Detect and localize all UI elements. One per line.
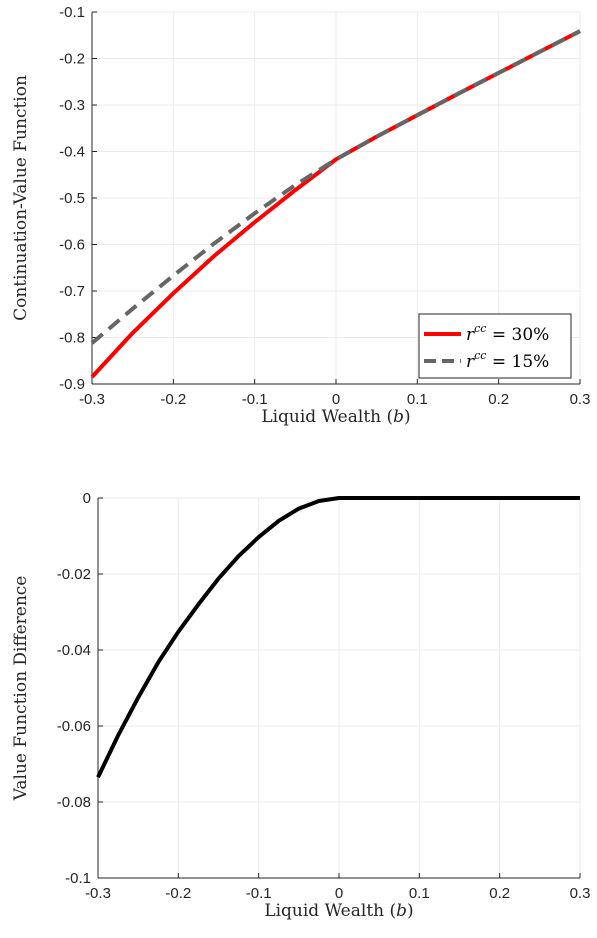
x-tick-label: -0.1 [242, 391, 268, 408]
y-axis-title: Continuation-Value Function [11, 75, 31, 321]
x-axis-title-text: Liquid Wealth [264, 901, 384, 921]
x-axis-variable: b [396, 901, 407, 921]
x-tick-label: -0.1 [246, 885, 272, 902]
x-tick-label: 0.3 [570, 885, 591, 902]
x-tick-label: 0.3 [570, 391, 591, 408]
y-tick-label: -0.2 [59, 51, 85, 68]
legend-label-superscript: cc [474, 349, 486, 362]
legend: rcc = 30%rcc = 15% [418, 313, 572, 379]
legend-label-2: rcc = 15% [466, 349, 549, 372]
x-tick-label: -0.3 [79, 391, 105, 408]
y-tick-label: -0.1 [59, 4, 85, 21]
x-axis-title-text: Liquid Wealth [261, 407, 381, 427]
x-tick-label: -0.2 [165, 885, 191, 902]
chart2-series-1-line [96, 496, 580, 779]
y-tick-label: -0.5 [59, 190, 85, 207]
x-axis-title-paren-close: ) [404, 407, 411, 427]
x-axis-title: Liquid Wealth (b) [261, 407, 410, 427]
y-tick-label: -0.7 [59, 283, 85, 300]
y-axis-title: Value Function Difference [11, 576, 31, 802]
legend-label-base: r [466, 352, 475, 372]
x-tick-label: 0 [332, 391, 340, 408]
y-tick-label: -0.3 [59, 97, 85, 114]
x-tick-label: 0 [335, 885, 343, 902]
y-tick-label: 0 [83, 490, 91, 507]
x-tick-label: 0.2 [489, 885, 510, 902]
x-tick-label: 0.2 [488, 391, 509, 408]
x-axis-variable: b [393, 407, 404, 427]
x-axis-title-paren-open: ( [384, 901, 396, 921]
continuation-value-chart: -0.3 -0.2 -0.1 0 0.1 0.2 0.3 -0.9 -0.8 -0.7 -0.6 -0… [11, 4, 590, 427]
legend-label-base: r [466, 325, 475, 345]
x-axis-title-paren-open: ( [381, 407, 393, 427]
y-tick-label: -0.9 [59, 376, 85, 393]
x-tick-label: -0.2 [160, 391, 186, 408]
x-axis-title-paren-close: ) [407, 901, 414, 921]
legend-box [418, 313, 572, 379]
y-tick-label: -0.6 [59, 237, 85, 254]
y-tick-label: -0.08 [57, 794, 91, 811]
legend-label-value: = 15% [486, 352, 549, 372]
y-tick-label: -0.04 [57, 642, 91, 659]
y-tick-label: -0.8 [59, 330, 85, 347]
x-axis-title: Liquid Wealth (b) [264, 901, 413, 921]
value-difference-chart: -0.3 -0.2 -0.1 0 0.1 0.2 0.3 -0.1 -0.08 -0.06 -0.0… [11, 490, 590, 921]
y-tick-label: -0.02 [57, 566, 91, 583]
chart1-series-2-line [90, 29, 581, 345]
x-tick-label: 0.1 [407, 391, 428, 408]
x-tick-label: -0.3 [85, 885, 111, 902]
legend-label-superscript: cc [474, 322, 486, 335]
legend-label-1: rcc = 30% [466, 322, 549, 345]
x-tick-label: 0.1 [409, 885, 430, 902]
y-tick-label: -0.1 [65, 870, 91, 887]
legend-label-value: = 30% [486, 325, 549, 345]
y-tick-label: -0.06 [57, 718, 91, 735]
y-tick-label: -0.4 [59, 144, 85, 161]
